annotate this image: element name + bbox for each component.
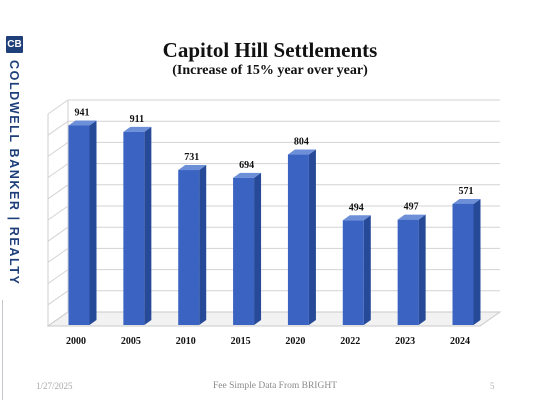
bar (178, 170, 200, 325)
bar-side (363, 215, 371, 325)
side-gridline (47, 205, 69, 221)
bar-top (397, 214, 426, 220)
side-gridline (47, 247, 69, 263)
footer-date: 1/27/2025 (36, 381, 73, 391)
bar-top (123, 126, 152, 132)
side-gridline (47, 163, 69, 179)
bar (68, 125, 90, 326)
coldwell-banker-logo-icon: CB (6, 36, 23, 53)
side-gridline (47, 269, 69, 285)
data-label: 804 (294, 137, 309, 148)
side-gridline (47, 184, 69, 200)
bar (342, 220, 364, 325)
bar-top (287, 149, 316, 155)
side-gridline (47, 120, 69, 136)
bar (452, 203, 474, 325)
bar (397, 219, 419, 325)
bar (123, 131, 145, 325)
data-label: 497 (404, 202, 419, 213)
side-gridline (47, 141, 69, 157)
bar-side (418, 214, 426, 325)
bar-top (233, 172, 262, 178)
footer-page-number: 5 (490, 381, 495, 391)
x-tick-label: 2022 (340, 336, 360, 347)
brand-name: COLDWELL BANKER | REALTY (7, 60, 21, 286)
x-tick-label: 2015 (231, 336, 251, 347)
bar-side (144, 126, 152, 325)
x-tick-label: 2010 (176, 336, 196, 347)
side-gridline (47, 290, 69, 306)
data-label: 941 (75, 108, 90, 119)
bar-side (199, 165, 207, 325)
x-tick-label: 2000 (66, 336, 86, 347)
data-label: 694 (239, 160, 254, 171)
x-tick-label: 2020 (285, 336, 305, 347)
sidebar-divider (2, 300, 3, 400)
chart-title: Capitol Hill Settlements (162, 38, 378, 62)
chart-subtitle: (Increase of 15% year over year) (172, 63, 368, 78)
data-label: 571 (459, 186, 474, 197)
side-gridline (47, 226, 69, 242)
bar-side (89, 120, 97, 326)
bar-top (178, 165, 207, 171)
data-label: 911 (130, 114, 144, 125)
bar-top (342, 215, 371, 221)
x-tick-label: 2023 (395, 336, 415, 347)
bar-side (473, 198, 481, 325)
bar (287, 154, 309, 325)
bar (233, 177, 255, 325)
bar-top (68, 120, 97, 126)
data-label: 731 (184, 152, 199, 163)
side-gridline (47, 99, 69, 115)
bar-top (452, 198, 481, 204)
x-tick-label: 2024 (450, 336, 470, 347)
data-label: 494 (349, 202, 364, 213)
bar-side (308, 149, 316, 325)
brand-sidebar: CB COLDWELL BANKER | REALTY (0, 0, 30, 406)
chart-floor (46, 311, 502, 327)
x-tick-label: 2005 (121, 336, 141, 347)
bar-side (254, 172, 262, 325)
footer-source: Fee Simple Data From BRIGHT (212, 381, 337, 391)
